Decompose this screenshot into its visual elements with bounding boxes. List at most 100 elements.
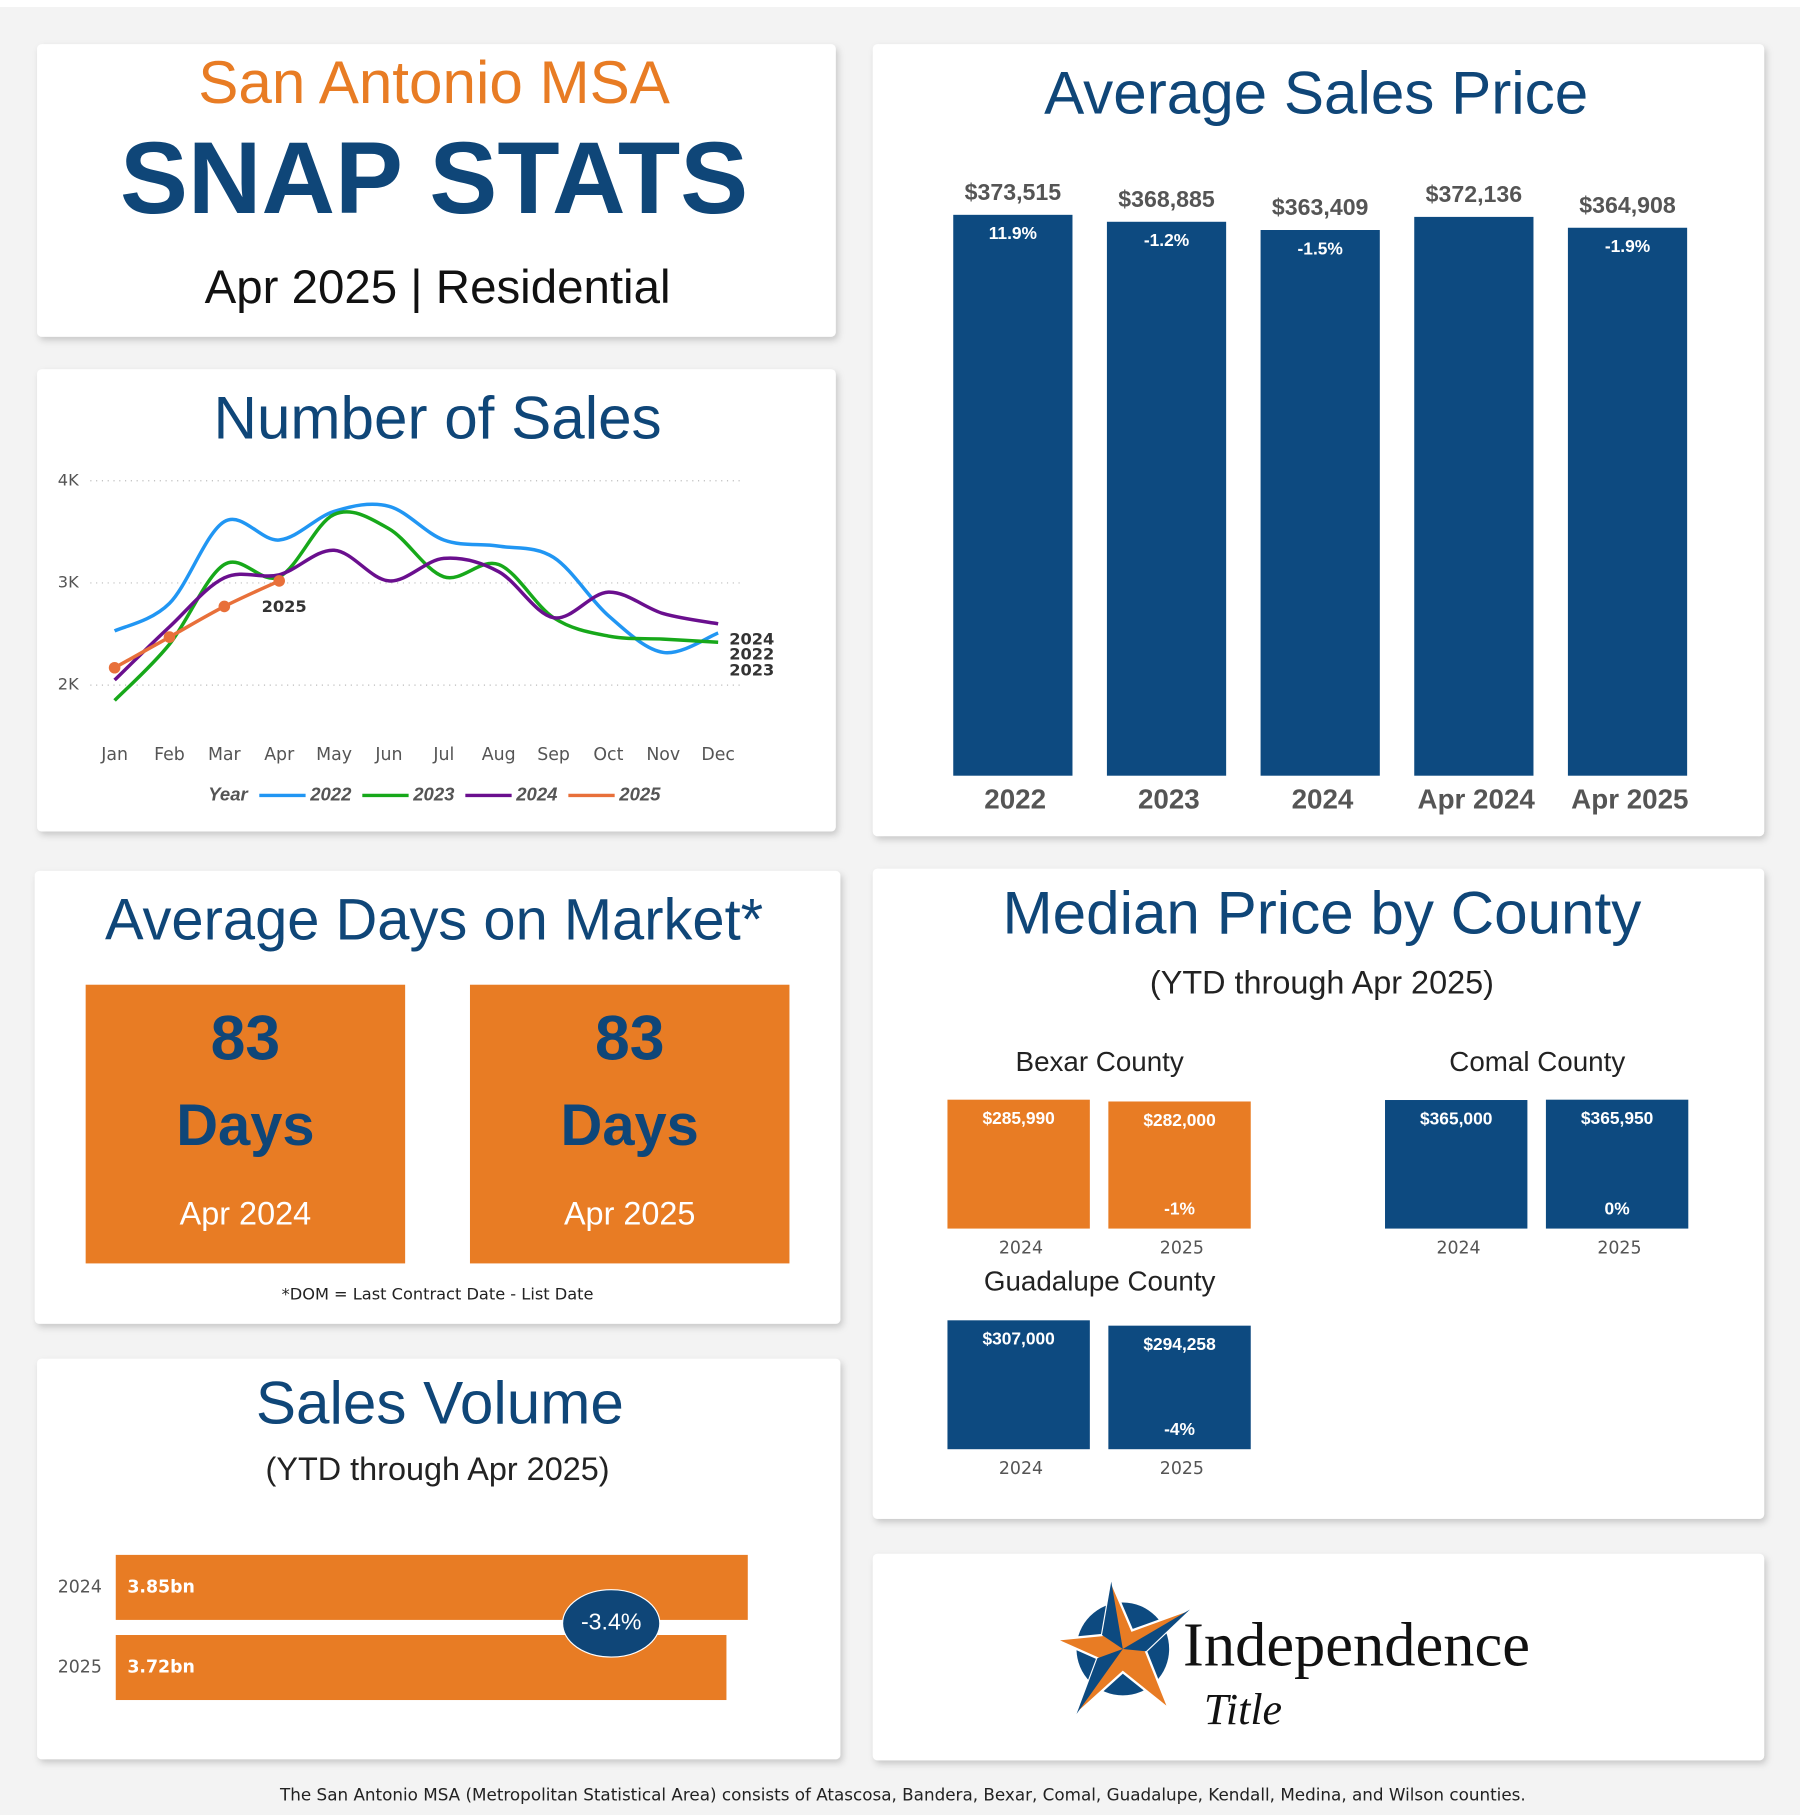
- change-label: 11.9%: [989, 223, 1037, 243]
- legend-label: 2024: [515, 783, 557, 804]
- series-end-label: 2023: [729, 661, 774, 680]
- dom-unit: Days: [561, 1094, 699, 1158]
- dom-unit: Days: [176, 1094, 314, 1158]
- x-tick-label: Jun: [374, 745, 402, 765]
- series-line: [113, 510, 719, 702]
- bar: [1108, 1101, 1251, 1229]
- panel-title: Guadalupe County: [984, 1265, 1216, 1296]
- logo-card: [872, 1553, 1765, 1761]
- chart-title: Median Price by County: [1003, 878, 1643, 946]
- bar: [1414, 216, 1534, 776]
- panel-title: Comal County: [1449, 1046, 1625, 1077]
- value-label: $365,000: [1420, 1108, 1492, 1128]
- series-line: [113, 579, 280, 670]
- series-end-label: 2022: [729, 644, 774, 663]
- x-tick-label: 2025: [1160, 1459, 1204, 1479]
- bar: [1260, 230, 1380, 776]
- panel-title: Bexar County: [1016, 1046, 1184, 1077]
- change-label: -4%: [1164, 1419, 1195, 1439]
- x-tick-label: 2025: [1597, 1238, 1641, 1258]
- bar: [1106, 221, 1227, 776]
- x-tick-label: Mar: [208, 745, 242, 765]
- chart-title: Average Sales Price: [1044, 58, 1588, 126]
- bar: [953, 214, 1073, 776]
- point: [163, 631, 176, 643]
- x-tick-label: 2024: [999, 1459, 1043, 1479]
- value-label: $373,515: [965, 179, 1062, 205]
- x-tick-label: Jul: [432, 745, 454, 765]
- y-tick-label: 2024: [58, 1577, 102, 1597]
- x-tick-label: 2024: [1436, 1238, 1480, 1258]
- legend-title: Year: [208, 783, 249, 804]
- logo-name: Independence: [1183, 1610, 1530, 1680]
- x-tick-label: Nov: [646, 745, 680, 765]
- value-label: $307,000: [982, 1329, 1054, 1349]
- bar: [1567, 227, 1688, 776]
- point: [218, 600, 231, 613]
- change-label: -1.2%: [1144, 230, 1189, 250]
- point: [273, 575, 285, 587]
- logo-star: [1051, 1577, 1191, 1715]
- x-tick-label: May: [316, 745, 352, 765]
- change-label: -1.9%: [1605, 236, 1650, 256]
- header-card: [37, 44, 836, 337]
- bar: [1385, 1100, 1528, 1229]
- value-label: $282,000: [1143, 1110, 1215, 1130]
- dom-value: 83: [211, 1003, 281, 1073]
- x-tick-label: Apr 2024: [1418, 784, 1536, 815]
- x-tick-label: Jan: [100, 745, 128, 765]
- value-label: $294,258: [1143, 1334, 1216, 1354]
- chart-subtitle: (YTD through Apr 2025): [1150, 964, 1494, 1000]
- legend-label: 2025: [618, 783, 661, 804]
- point: [108, 661, 121, 674]
- x-tick-label: Feb: [154, 745, 185, 765]
- y-tick-label: 3K: [58, 572, 79, 591]
- dom-period: Apr 2025: [564, 1195, 696, 1231]
- region: San Antonio MSA: [198, 48, 670, 116]
- x-tick-label: 2023: [1138, 784, 1200, 815]
- main-title: SNAP STATS: [120, 121, 748, 235]
- series-line: [113, 548, 719, 682]
- legend-label: 2023: [412, 783, 455, 804]
- x-tick-label: Aug: [482, 745, 516, 765]
- x-tick-label: Apr 2025: [1571, 784, 1688, 815]
- logo-tagline: Title: [1204, 1685, 1282, 1734]
- change-label: -1.5%: [1298, 238, 1343, 258]
- dom-box: [469, 984, 790, 1264]
- change-badge: [561, 1589, 661, 1658]
- bar: [1545, 1099, 1689, 1229]
- footer: The San Antonio MSA (Metropolitan Statis…: [279, 1784, 1526, 1804]
- bar: [947, 1320, 1090, 1450]
- x-tick-label: Sep: [537, 745, 570, 765]
- x-tick-label: 2024: [1292, 784, 1354, 815]
- value-label: $372,136: [1426, 181, 1523, 207]
- dom-value: 83: [595, 1003, 665, 1073]
- dom-title: Average Days on Market*: [105, 889, 763, 953]
- bar: [1108, 1325, 1251, 1450]
- bar: [947, 1099, 1090, 1229]
- sales-card: [37, 369, 836, 832]
- value-label: $363,409: [1272, 194, 1369, 220]
- chart-title: Sales Volume: [256, 1368, 624, 1436]
- series-end-label: 2024: [729, 629, 774, 648]
- x-tick-label: Apr: [264, 745, 295, 765]
- value-label: 3.85bn: [127, 1577, 195, 1597]
- dom-note: *DOM = Last Contract Date - List Date: [282, 1284, 594, 1303]
- y-tick-label: 2K: [58, 675, 79, 694]
- value-label: $365,950: [1581, 1108, 1653, 1128]
- legend-label: 2022: [309, 783, 352, 804]
- change-label: -1%: [1164, 1199, 1195, 1219]
- series-line: [113, 502, 719, 655]
- x-tick-label: Oct: [593, 745, 623, 765]
- series-end-label: 2025: [262, 597, 307, 616]
- value-label: $285,990: [982, 1108, 1054, 1128]
- y-tick-label: 4K: [58, 470, 79, 489]
- chart-title: Number of Sales: [213, 384, 661, 452]
- top-strip: [0, 0, 1800, 7]
- y-tick-label: 2025: [58, 1658, 102, 1678]
- dom-period: Apr 2024: [180, 1195, 312, 1231]
- change-label: 0%: [1605, 1199, 1630, 1219]
- value-label: $364,908: [1579, 192, 1676, 218]
